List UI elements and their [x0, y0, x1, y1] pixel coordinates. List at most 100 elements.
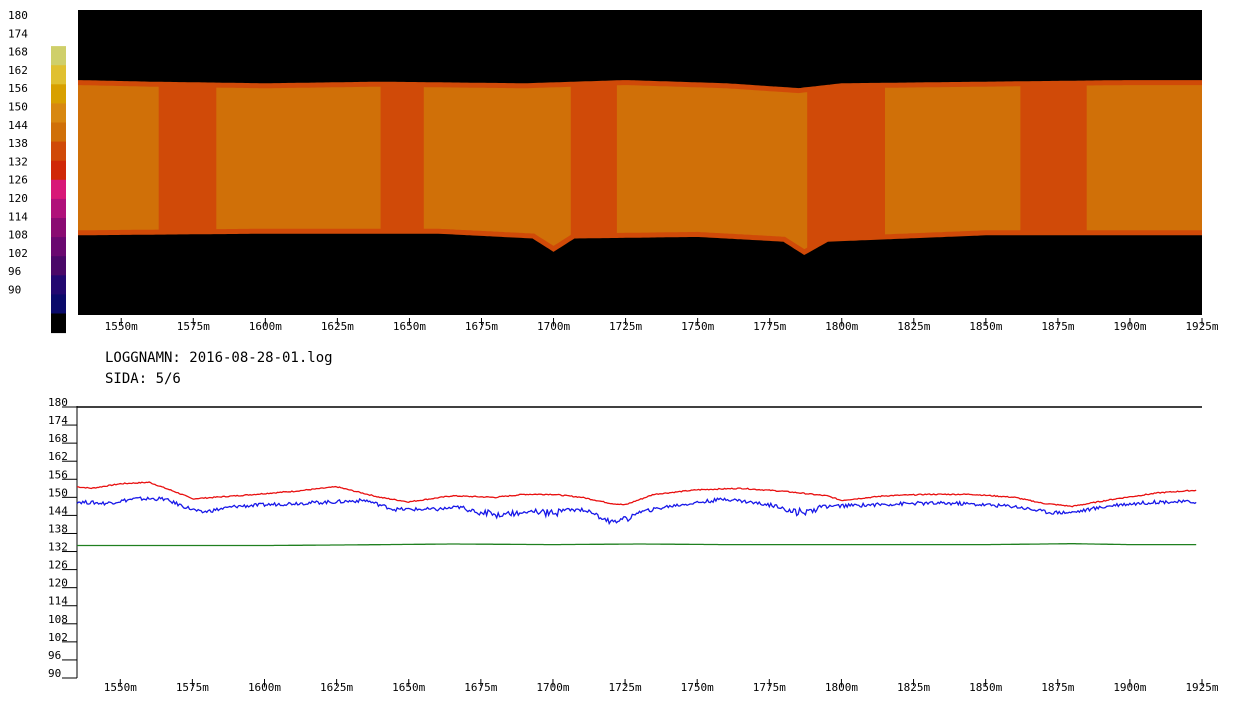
colorbar-swatch	[51, 256, 66, 276]
line-x-tick-label: 1725m	[609, 681, 642, 694]
heatmap-x-tick-label: 1800m	[825, 320, 858, 333]
heatmap-x-tick-label: 1900m	[1113, 320, 1146, 333]
colorbar-swatch	[51, 294, 66, 314]
colorbar-label: 168	[8, 46, 28, 59]
heatmap-x-tick-label: 1650m	[393, 320, 426, 333]
heatmap-dark-zone	[1020, 81, 1087, 235]
colorbar-label: 102	[8, 247, 28, 260]
line-chart-y-axis-ticks: 180 174 168 162 156 150 144 138 132 126 120 114 108 1…	[48, 396, 77, 680]
colorbar-swatch	[51, 160, 66, 181]
heatmap-dark-zone	[807, 83, 885, 253]
colorbar-label: 138	[8, 137, 28, 150]
heatmap-dark-zone	[380, 82, 424, 234]
heatmap-dark-zone	[570, 80, 617, 240]
heatmap-x-axis-ticks: 1550m 1575m 1600m 1625m 1650m 1675m 1700m 1725m…	[105, 318, 1219, 333]
colorbar-swatch	[51, 27, 66, 47]
line-x-tick-label: 1550m	[104, 681, 137, 694]
heatmap-dark-zone	[158, 82, 217, 235]
heatmap-x-tick-label: 1700m	[537, 320, 570, 333]
line-y-tick-label: 162	[48, 450, 68, 463]
colorbar-label: 90	[8, 284, 21, 297]
colorbar-swatch	[51, 65, 66, 85]
colorbar-label: 108	[8, 229, 28, 242]
heatmap-x-tick-label: 1675m	[465, 320, 498, 333]
colorbar-label: 132	[8, 155, 28, 168]
colorbar-label: 114	[8, 210, 28, 223]
colorbar-label: 126	[8, 174, 28, 187]
line-y-tick-label: 102	[48, 631, 68, 644]
line-y-tick-label: 132	[48, 541, 68, 554]
line-x-tick-label: 1575m	[176, 681, 209, 694]
colorbar-label: 144	[8, 119, 28, 132]
line-x-tick-label: 1775m	[753, 681, 786, 694]
heatmap-x-tick-label: 1750m	[681, 320, 714, 333]
colorbar-labels: 180 174 168 162 156 150 144 138 132 126 120 114 108 1…	[8, 9, 28, 297]
heatmap-chart: 180 174 168 162 156 150 144 138 132 126 120 114 108 1…	[8, 9, 1219, 334]
line-chart: 180 174 168 162 156 150 144 138 132 126 120 114 108 1…	[48, 396, 1219, 694]
heatmap-x-tick-label: 1550m	[105, 320, 138, 333]
line-x-tick-label: 1650m	[392, 681, 425, 694]
colorbar: 180 174 168 162 156 150 144 138 132 126 120 114 108 1…	[8, 9, 66, 334]
line-y-tick-label: 174	[48, 414, 68, 427]
page-number-label: SIDA: 5/6	[105, 371, 181, 387]
line-x-tick-label: 1875m	[1041, 681, 1074, 694]
colorbar-label: 180	[8, 9, 28, 22]
colorbar-swatch	[51, 218, 66, 238]
line-y-tick-label: 96	[48, 649, 61, 662]
colorbar-swatch	[51, 275, 66, 295]
heatmap-x-tick-label: 1825m	[897, 320, 930, 333]
line-x-tick-label: 1925m	[1185, 681, 1218, 694]
line-series-1	[76, 481, 1197, 508]
colorbar-label: 96	[8, 265, 21, 278]
heatmap-band-top-edge	[78, 80, 1202, 94]
line-series-2	[76, 496, 1197, 526]
colorbar-label: 150	[8, 101, 28, 114]
line-y-tick-label: 90	[48, 667, 61, 680]
line-y-tick-label: 138	[48, 522, 68, 535]
colorbar-swatch	[51, 46, 66, 66]
heatmap-x-tick-label: 1625m	[321, 320, 354, 333]
line-x-tick-label: 1675m	[464, 681, 497, 694]
colorbar-swatch	[51, 313, 66, 334]
heatmap-band	[78, 80, 1202, 256]
colorbar-label: 156	[8, 82, 28, 95]
colorbar-swatch	[51, 103, 66, 123]
line-y-tick-label: 114	[48, 595, 68, 608]
heatmap-band-bottom-edge	[78, 228, 1202, 256]
colorbar-swatch	[51, 141, 66, 162]
line-x-tick-label: 1900m	[1113, 681, 1146, 694]
heatmap-x-tick-label: 1850m	[969, 320, 1002, 333]
heatmap-x-tick-label: 1600m	[249, 320, 282, 333]
colorbar-label: 120	[8, 192, 28, 205]
colorbar-swatches	[51, 27, 66, 334]
colorbar-label: 174	[8, 27, 28, 40]
line-y-tick-label: 120	[48, 577, 68, 590]
line-x-tick-label: 1800m	[825, 681, 858, 694]
colorbar-swatch	[51, 179, 66, 200]
heatmap-x-tick-label: 1925m	[1185, 320, 1218, 333]
heatmap-x-tick-label: 1725m	[609, 320, 642, 333]
colorbar-swatch	[51, 122, 66, 143]
line-y-tick-label: 108	[48, 613, 68, 626]
line-y-tick-label: 180	[48, 396, 68, 409]
line-chart-series	[76, 481, 1197, 547]
line-y-tick-label: 126	[48, 559, 68, 572]
line-x-tick-label: 1600m	[248, 681, 281, 694]
line-y-tick-label: 144	[48, 504, 68, 517]
heatmap-x-tick-label: 1775m	[753, 320, 786, 333]
heatmap-band-body	[78, 80, 1202, 254]
line-chart-x-axis-ticks: 1550m 1575m 1600m 1625m 1650m 1675m 1700m 1725m…	[104, 679, 1219, 694]
line-x-tick-label: 1700m	[536, 681, 569, 694]
colorbar-label: 162	[8, 64, 28, 77]
line-x-tick-label: 1750m	[681, 681, 714, 694]
heatmap-x-tick-label: 1875m	[1041, 320, 1074, 333]
line-x-tick-label: 1850m	[969, 681, 1002, 694]
line-y-tick-label: 168	[48, 432, 68, 445]
line-x-tick-label: 1625m	[320, 681, 353, 694]
line-y-tick-label: 156	[48, 468, 68, 481]
colorbar-swatch	[51, 198, 66, 219]
line-x-tick-label: 1825m	[897, 681, 930, 694]
line-series-3	[77, 543, 1197, 547]
colorbar-swatch	[51, 84, 66, 104]
